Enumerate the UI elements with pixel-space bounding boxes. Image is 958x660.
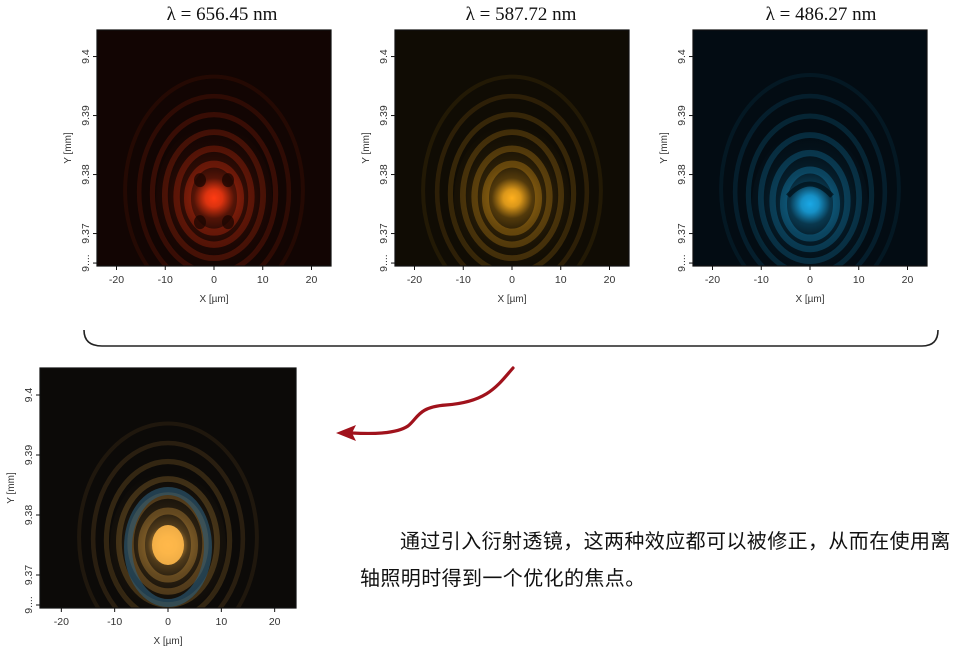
x-tick-label: 20 — [306, 274, 318, 286]
y-axis-label: Y [mm] — [361, 132, 372, 164]
x-tick-label: 0 — [807, 274, 813, 286]
y-tick-label: 9.39 — [378, 105, 390, 126]
y-tick-label: 9.... — [676, 254, 688, 272]
x-tick-label: -20 — [54, 616, 69, 628]
y-tick-label: 9.4 — [23, 388, 35, 403]
x-tick-label: -20 — [109, 274, 124, 286]
x-tick-label: 10 — [257, 274, 269, 286]
heatmap-panel-yellow: -20 -10 0 10 20 9.... 9.37 9.38 9.39 9.4 X [µm] Y [… — [361, 29, 630, 305]
y-tick-label: 9.4 — [676, 49, 688, 64]
heatmap-panel-blue: -20 -10 0 10 20 9.... 9.37 9.38 9.39 9.4 X [µm] Y [… — [659, 29, 928, 305]
x-tick-label: 0 — [165, 616, 171, 628]
heatmap-image — [97, 30, 331, 266]
y-tick-label: 9.38 — [23, 505, 35, 526]
y-tick-label: 9.38 — [676, 164, 688, 185]
panel-title-yellow: λ = 587.72 nm — [465, 4, 577, 25]
heatmap-image — [395, 30, 629, 266]
y-tick-label: 9.... — [80, 254, 92, 272]
y-tick-label: 9.37 — [378, 223, 390, 244]
y-tick-label: 9.... — [23, 596, 35, 614]
x-tick-label: 20 — [604, 274, 616, 286]
x-tick-label: -10 — [158, 274, 173, 286]
x-tick-label: 20 — [902, 274, 914, 286]
panel-title-red: λ = 656.45 nm — [166, 4, 278, 25]
y-axis-label: Y [mm] — [659, 132, 670, 164]
y-tick-label: 9.37 — [80, 223, 92, 244]
caption-text: 通过引入衍射透镜，这两种效应都可以被修正，从而在使用离轴照明时得到一个优化的焦点… — [360, 529, 951, 590]
x-axis-label: X [µm] — [497, 294, 526, 305]
x-tick-label: -10 — [754, 274, 769, 286]
heatmap-image — [693, 30, 927, 266]
x-tick-label: -20 — [705, 274, 720, 286]
y-tick-label: 9.39 — [23, 445, 35, 466]
y-tick-label: 9.37 — [676, 223, 688, 244]
y-tick-label: 9.4 — [80, 49, 92, 64]
y-tick-label: 9.39 — [676, 105, 688, 126]
x-tick-label: 20 — [269, 616, 281, 628]
y-tick-label: 9.39 — [80, 105, 92, 126]
x-axis-label: X [µm] — [795, 294, 824, 305]
panel-title-blue: λ = 486.27 nm — [765, 4, 877, 25]
heatmap-image — [40, 368, 296, 608]
x-axis-label: X [µm] — [199, 294, 228, 305]
heatmap-panel-combined: -20 -10 0 10 20 9.... 9.37 9.38 9.39 9.4 X [µm] Y [… — [6, 367, 297, 647]
y-tick-label: 9.38 — [80, 164, 92, 185]
curved-arrow-shaft — [350, 366, 515, 436]
brace-bracket — [83, 329, 939, 347]
x-axis-label: X [µm] — [153, 636, 182, 647]
x-tick-label: 10 — [555, 274, 567, 286]
x-tick-label: 0 — [211, 274, 217, 286]
x-tick-label: -10 — [456, 274, 471, 286]
y-axis-label: Y [mm] — [6, 472, 17, 504]
y-axis-label: Y [mm] — [63, 132, 74, 164]
y-tick-label: 9.4 — [378, 49, 390, 64]
x-tick-label: -20 — [407, 274, 422, 286]
x-tick-label: 0 — [509, 274, 515, 286]
y-tick-label: 9.... — [378, 254, 390, 272]
x-tick-label: 10 — [215, 616, 227, 628]
y-tick-label: 9.37 — [23, 565, 35, 586]
x-tick-label: -10 — [107, 616, 122, 628]
y-tick-label: 9.38 — [378, 164, 390, 185]
x-tick-label: 10 — [853, 274, 865, 286]
arrow-head-icon — [336, 425, 356, 441]
heatmap-panel-red: -20 -10 0 10 20 9.... 9.37 9.38 9.39 9.4 X [µm] Y [… — [63, 29, 332, 305]
